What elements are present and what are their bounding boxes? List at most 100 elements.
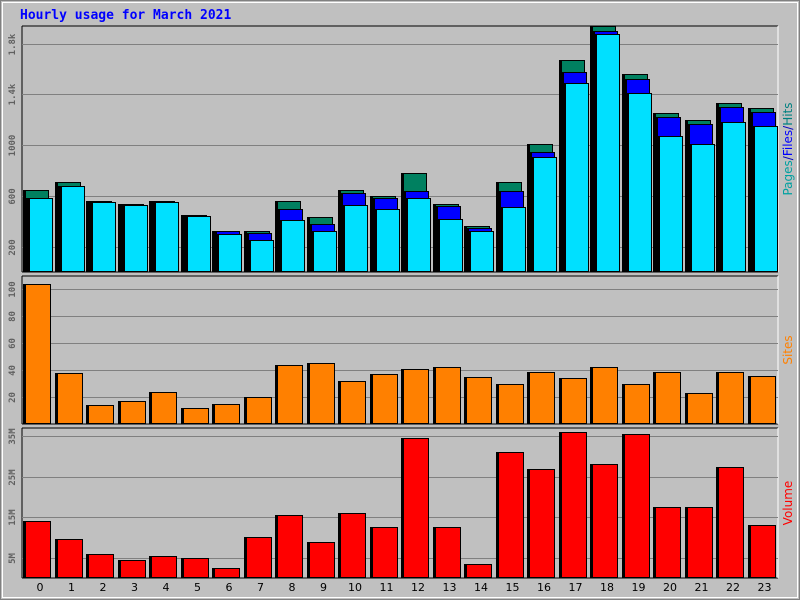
bar-shadow bbox=[370, 196, 372, 272]
x-tick-label-14: 14 bbox=[474, 581, 488, 594]
x-tick-label-21: 21 bbox=[695, 581, 709, 594]
bar-shadow bbox=[277, 209, 279, 272]
bar-shadow bbox=[527, 469, 529, 578]
bar-pages-15 bbox=[502, 207, 526, 272]
bar-shadow bbox=[464, 564, 466, 578]
bar-shadow bbox=[86, 405, 88, 424]
x-tick-label-9: 9 bbox=[320, 581, 327, 594]
bar-shadow bbox=[181, 408, 183, 424]
bar-shadow bbox=[27, 198, 29, 272]
bar-volume-6 bbox=[214, 568, 240, 578]
bar-volume-15 bbox=[498, 452, 524, 578]
bar-shadow bbox=[86, 201, 88, 272]
bar-volume-21 bbox=[687, 507, 713, 578]
bar-pages-5 bbox=[187, 216, 211, 272]
y-tick-label-traffic: 1.8k bbox=[8, 33, 18, 55]
bar-shadow bbox=[23, 284, 25, 424]
bar-pages-13 bbox=[439, 219, 463, 272]
bar-shadow bbox=[118, 204, 120, 272]
bar-sites-11 bbox=[372, 374, 398, 424]
bar-shadow bbox=[88, 202, 90, 272]
bar-sites-14 bbox=[466, 377, 492, 424]
x-tick-label-6: 6 bbox=[226, 581, 233, 594]
y-tick-label-traffic: 600 bbox=[8, 188, 18, 204]
bar-shadow bbox=[590, 367, 592, 424]
bar-sites-15 bbox=[498, 384, 524, 424]
bar-shadow bbox=[122, 205, 124, 272]
bar-shadow bbox=[86, 554, 88, 578]
bar-shadow bbox=[149, 392, 151, 424]
bar-sites-1 bbox=[57, 373, 83, 424]
panel-sites: 20 40 60 80 100 Sites bbox=[8, 275, 795, 425]
plot-area-sites bbox=[22, 276, 778, 424]
axis-label-part: Sites bbox=[781, 335, 795, 364]
bar-pages-1 bbox=[61, 186, 85, 272]
bar-shadow bbox=[309, 224, 311, 272]
bar-shadow bbox=[590, 464, 592, 578]
bar-shadow bbox=[594, 34, 596, 272]
bar-shadow bbox=[748, 108, 750, 272]
x-tick-label-17: 17 bbox=[569, 581, 583, 594]
bar-sites-8 bbox=[277, 365, 303, 424]
bar-shadow bbox=[468, 231, 470, 272]
bar-volume-4 bbox=[151, 556, 177, 578]
bar-shadow bbox=[500, 207, 502, 272]
bar-volume-17 bbox=[561, 432, 587, 578]
bar-shadow bbox=[307, 542, 309, 578]
x-tick-label-23: 23 bbox=[758, 581, 772, 594]
bar-shadow bbox=[55, 539, 57, 578]
bar-shadow bbox=[622, 384, 624, 424]
bar-shadow bbox=[55, 182, 57, 272]
bar-sites-12 bbox=[403, 369, 429, 424]
y-tick-label-sites: 100 bbox=[8, 281, 18, 297]
bar-sites-4 bbox=[151, 392, 177, 424]
bar-shadow bbox=[401, 438, 403, 578]
y-tick-label-sites: 60 bbox=[8, 338, 18, 349]
bar-shadow bbox=[370, 527, 372, 578]
bar-sites-17 bbox=[561, 378, 587, 424]
y-tick-label-traffic: 200 bbox=[8, 239, 18, 255]
bar-sites-18 bbox=[592, 367, 618, 424]
bar-shadow bbox=[655, 117, 657, 272]
bar-shadow bbox=[464, 377, 466, 424]
bar-shadow bbox=[527, 372, 529, 424]
y-tick-label-volume: 15M bbox=[8, 509, 18, 526]
bar-shadow bbox=[622, 434, 624, 578]
bar-volume-3 bbox=[120, 560, 146, 578]
bar-shadow bbox=[559, 60, 561, 272]
bar-shadow bbox=[212, 568, 214, 578]
bar-shadow bbox=[405, 198, 407, 272]
bar-shadow bbox=[338, 381, 340, 424]
bar-shadow bbox=[340, 193, 342, 272]
bar-shadow bbox=[23, 190, 25, 272]
bar-shadow bbox=[624, 79, 626, 272]
bar-pages-19 bbox=[628, 93, 652, 272]
x-tick-label-12: 12 bbox=[411, 581, 425, 594]
bar-pages-0 bbox=[29, 198, 53, 272]
bar-shadow bbox=[401, 173, 403, 272]
y-tick-label-sites: 80 bbox=[8, 311, 18, 322]
bar-shadow bbox=[57, 186, 59, 272]
x-tick-label-5: 5 bbox=[194, 581, 201, 594]
bar-shadow bbox=[307, 363, 309, 424]
x-tick-label-19: 19 bbox=[632, 581, 646, 594]
bar-shadow bbox=[718, 107, 720, 272]
axis-label-part: Hits bbox=[781, 102, 795, 125]
bar-shadow bbox=[374, 209, 376, 272]
bar-sites-0 bbox=[25, 284, 51, 424]
bar-sites-22 bbox=[718, 372, 744, 424]
bar-shadow bbox=[563, 83, 565, 272]
bar-shadow bbox=[118, 560, 120, 578]
x-tick-label-15: 15 bbox=[506, 581, 520, 594]
bar-shadow bbox=[561, 72, 563, 272]
bar-pages-6 bbox=[218, 234, 242, 272]
bar-pages-12 bbox=[407, 198, 431, 272]
bar-volume-22 bbox=[718, 467, 744, 578]
bar-shadow bbox=[496, 182, 498, 272]
bar-shadow bbox=[338, 190, 340, 272]
x-tick-label-10: 10 bbox=[348, 581, 362, 594]
bar-pages-17 bbox=[565, 83, 589, 272]
